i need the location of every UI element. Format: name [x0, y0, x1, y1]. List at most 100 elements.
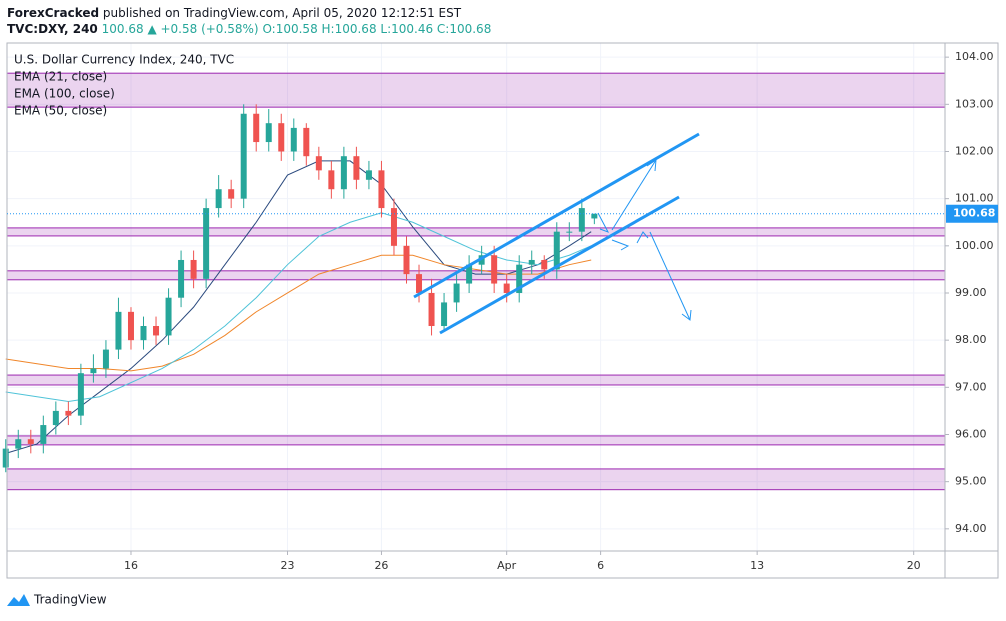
candle-body: [541, 259, 548, 270]
candle-body: [578, 208, 585, 232]
candle-body: [40, 425, 47, 444]
candle-body: [127, 311, 134, 341]
candle-body: [90, 368, 97, 374]
candle-body: [503, 283, 510, 293]
header-line: ForexCracked published on TradingView.co…: [7, 6, 462, 20]
arrowhead: [646, 159, 657, 172]
x-tick-label: 13: [750, 559, 764, 572]
logo: TradingView: [7, 593, 107, 607]
symbol: TVC:DXY, 240: [7, 22, 98, 36]
y-tick-label: 98.00: [955, 333, 987, 346]
ema-line: [5, 212, 592, 402]
y-tick-label: 94.00: [955, 522, 987, 535]
x-tick-label: 6: [597, 559, 604, 572]
zone: [6, 468, 946, 491]
price: 100.68: [102, 22, 144, 36]
frame: [6, 42, 999, 579]
x-tick-label: 26: [374, 559, 388, 572]
arrow: [611, 159, 657, 231]
legend-entry: EMA (50, close): [14, 104, 107, 118]
candle-body: [378, 170, 385, 209]
candle-body: [178, 259, 185, 298]
zone: [6, 270, 946, 281]
candle-body: [278, 123, 285, 152]
candle-body: [353, 156, 360, 180]
y-tick-label: 100.00: [955, 239, 994, 252]
candle-body: [390, 208, 397, 246]
arrow: [597, 212, 610, 233]
candle-body: [2, 448, 9, 468]
symbol-line: TVC:DXY, 240 100.68 ▲ +0.58 (+0.58%) O:1…: [7, 22, 491, 36]
candle-body: [365, 170, 372, 180]
candle-body: [190, 259, 197, 279]
x-tick-label: 23: [281, 559, 295, 572]
y-tick-label: 103.00: [955, 97, 994, 110]
legend-entry: EMA (100, close): [14, 87, 115, 101]
y-tick-label: 95.00: [955, 475, 987, 488]
x-tick-label: Apr: [497, 559, 517, 572]
candle-body: [65, 410, 72, 416]
chart-title: U.S. Dollar Currency Index, 240, TVC: [14, 53, 234, 67]
candle-body: [453, 283, 460, 303]
candle-body: [566, 231, 573, 233]
candle-body: [290, 127, 297, 152]
candle-body: [240, 113, 247, 199]
ohlc: O:100.58 H:100.68 L:100.46 C:100.68: [262, 22, 491, 36]
candle-body: [253, 113, 260, 143]
y-tick-label: 97.00: [955, 380, 987, 393]
candle-body: [52, 410, 59, 426]
x-tick-label: 16: [124, 559, 138, 572]
x-tick-label: 20: [907, 559, 921, 572]
zone: [6, 435, 946, 446]
legend-entry: EMA (21, close): [14, 70, 107, 84]
ema-line: [5, 254, 592, 372]
last-price-box: [946, 204, 998, 223]
y-tick-label: 99.00: [955, 286, 987, 299]
candle-body: [265, 123, 272, 143]
y-tick-label: 102.00: [955, 144, 994, 157]
candle-body: [303, 127, 310, 157]
candle-body: [340, 156, 347, 190]
y-tick-label: 101.00: [955, 192, 994, 205]
candle-body: [140, 326, 147, 341]
candle-body: [15, 439, 22, 449]
y-tick-label: 104.00: [955, 50, 994, 63]
change: ▲ +0.58 (+0.58%): [147, 22, 258, 36]
candle-body: [416, 274, 423, 293]
candle-body: [77, 373, 84, 416]
ema-lines: [5, 160, 592, 454]
axes: 94.00 95.00 96.00 97.00 98.00 99.00 100.00 101.…: [7, 50, 998, 572]
zone: [6, 374, 946, 386]
candle-body: [553, 231, 560, 270]
candle-body: [428, 292, 435, 327]
published: published on TradingView.com, April 05, …: [103, 6, 462, 20]
grid: [7, 43, 945, 551]
candle-body: [528, 259, 535, 265]
candle-body: [466, 264, 473, 284]
candle-body: [203, 208, 210, 279]
arrow: [649, 231, 691, 321]
arrowhead: [681, 309, 692, 321]
author: ForexCracked: [7, 6, 99, 20]
candle-body: [115, 311, 122, 350]
last-price-label: 100.68: [953, 207, 995, 220]
candles: [2, 104, 598, 473]
candle-body: [153, 326, 160, 336]
arrow: [611, 239, 630, 251]
arrow: [636, 231, 649, 244]
candle-body: [228, 189, 235, 199]
ema-line: [5, 160, 592, 454]
brand: TradingView: [33, 593, 107, 607]
legend: EMA (21, close) EMA (100, close) EMA (50, …: [14, 70, 115, 118]
y-tick-label: 96.00: [955, 427, 987, 440]
logo-icon: [7, 594, 30, 606]
candle-body: [403, 245, 410, 275]
channel-lower: [439, 195, 680, 335]
zone: [6, 72, 946, 108]
channel-upper: [413, 132, 700, 299]
zone: [6, 227, 946, 237]
candle-body: [516, 264, 523, 293]
candle-body: [491, 255, 498, 284]
